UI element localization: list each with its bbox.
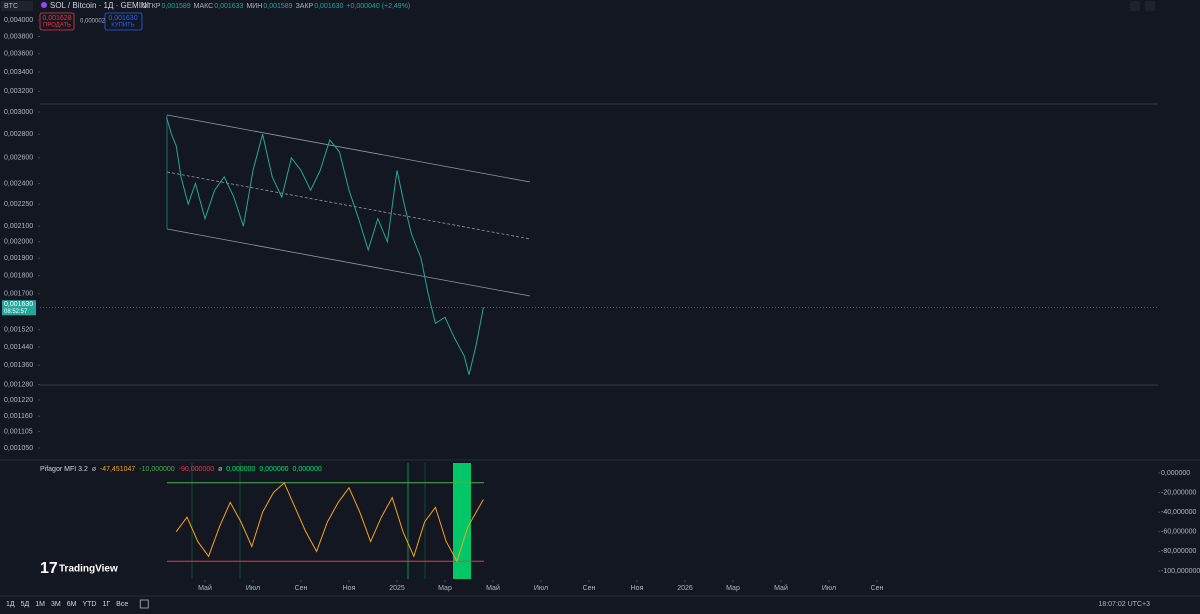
indicator-title: Pifagor MFI 3.2 (40, 466, 88, 473)
ohlc-label: ОТКР (142, 3, 161, 10)
range-button[interactable]: 5Д (21, 601, 30, 608)
y-tick-label: 0,002400 (4, 180, 33, 187)
ohlc-value: 0,001589 (161, 3, 190, 10)
ohlc-value: 0,001633 (214, 3, 243, 10)
indicator-extra: 0,000000 (226, 466, 255, 473)
channel-lower (166, 228, 531, 297)
ohlc-label: ЗАКР (296, 3, 314, 10)
x-tick-label: Сен (583, 585, 596, 592)
buy-button[interactable] (104, 12, 143, 31)
indicator-icon: ø (92, 466, 97, 473)
symbol-icon (41, 2, 47, 8)
brand-logo: 17 (40, 560, 58, 577)
x-tick-label: Июл (822, 585, 836, 592)
range-button[interactable]: Все (116, 601, 128, 608)
y-tick-label: 0,002100 (4, 223, 33, 230)
y-tick-label: 0,003000 (4, 109, 33, 116)
y2-tick-label: -80,000000 (1161, 548, 1197, 555)
download-icon[interactable] (1130, 1, 1140, 11)
ohlc-value: 0,001589 (263, 3, 292, 10)
x-tick-label: Сен (871, 585, 884, 592)
range-button[interactable]: 1Д (6, 601, 15, 608)
indicator-level-value: -10,000000 (139, 466, 175, 473)
channel-upper (166, 114, 531, 183)
y-tick-label: 0,002000 (4, 239, 33, 246)
range-button[interactable]: 1Г (102, 601, 110, 608)
indicator-extra: 0,000000 (293, 466, 322, 473)
clock: 18:07:02 UTC+3 (1098, 601, 1150, 608)
x-tick-label: Ноя (631, 585, 644, 592)
y-tick-label: 0,001220 (4, 397, 33, 404)
signal-zone (453, 463, 471, 579)
y-tick-label: 0,002600 (4, 155, 33, 162)
sell-label: ПРОДАТЬ (43, 23, 71, 29)
y-tick-label: 0,001050 (4, 445, 33, 452)
ohlc-change: +0,000040 (+2,49%) (346, 3, 410, 10)
x-tick-label: Май (774, 584, 788, 592)
x-tick-label: Ноя (343, 585, 356, 592)
indicator-value: -47,451047 (100, 466, 136, 473)
indicator-extra: 0,000000 (259, 466, 288, 473)
sell-price: 0,001628 (42, 15, 71, 22)
y-tick-label: 0,003800 (4, 33, 33, 40)
y-tick-label: 0,001160 (4, 413, 33, 420)
y-tick-label: 0,001700 (4, 291, 33, 298)
brand-name: TradingView (59, 564, 118, 575)
y-tick-label: 0,001800 (4, 272, 33, 279)
x-tick-label: Мар (438, 585, 452, 592)
symbol-box[interactable] (1, 1, 33, 11)
symbol-text: BTC (4, 3, 18, 10)
x-tick-label: Июл (246, 585, 260, 592)
date-range-icon[interactable] (139, 599, 149, 609)
y2-tick-label: -20,000000 (1161, 489, 1197, 496)
range-button[interactable]: 6М (67, 601, 77, 608)
chart-title: SOL / Bitcoin · 1Д · GEMINI (50, 1, 149, 10)
ohlc-value: 0,001630 (314, 3, 343, 10)
y-tick-label: 0,003600 (4, 51, 33, 58)
y-tick-label: 0,001360 (4, 362, 33, 369)
range-button[interactable]: YTD (82, 601, 96, 608)
y-tick-label: 0,004000 (4, 17, 33, 24)
range-button[interactable]: 3М (51, 601, 61, 608)
series-line (166, 117, 484, 375)
y-tick-label: 0,002800 (4, 131, 33, 138)
x-tick-label: Июл (534, 585, 548, 592)
x-tick-label: Май (486, 584, 500, 592)
x-tick-label: 2025 (389, 585, 405, 592)
y-tick-label: 0,001900 (4, 255, 33, 262)
y-tick-label: 0,001520 (4, 326, 33, 333)
y-tick-label: 0,003200 (4, 88, 33, 95)
x-tick-label: 2026 (677, 585, 693, 592)
ohlc-label: МИН (246, 3, 262, 10)
last-price-box (2, 300, 36, 316)
sell-button[interactable] (39, 12, 75, 31)
last-price-countdown: 08:52:57 (4, 309, 28, 315)
buy-price: 0,001630 (108, 15, 137, 22)
indicator-level-value: -90,000000 (179, 466, 215, 473)
series-line (175, 481, 484, 563)
y-tick-label: 0,001105 (4, 429, 33, 436)
y2-tick-label: -60,000000 (1161, 529, 1197, 536)
last-price-label: 0,001630 (4, 301, 33, 308)
indicator-icon: ø (218, 466, 223, 473)
y-tick-label: 0,001440 (4, 344, 33, 351)
y-tick-label: 0,003400 (4, 69, 33, 76)
y2-tick-label: -40,000000 (1161, 509, 1197, 516)
y-tick-label: 0,001280 (4, 381, 33, 388)
x-tick-label: Сен (295, 585, 308, 592)
fullscreen-icon[interactable] (1145, 1, 1155, 11)
ohlc-label: МАКС (194, 3, 214, 10)
y2-tick-label: 0,000000 (1161, 470, 1190, 477)
y2-tick-label: -100,000000 (1161, 568, 1200, 575)
spread: 0,000002 (80, 19, 106, 25)
range-button[interactable]: 1М (35, 601, 45, 608)
x-tick-label: Май (198, 584, 212, 592)
x-tick-label: Мар (726, 585, 740, 592)
y-tick-label: 0,002250 (4, 201, 33, 208)
buy-label: КУПИТЬ (111, 23, 135, 29)
